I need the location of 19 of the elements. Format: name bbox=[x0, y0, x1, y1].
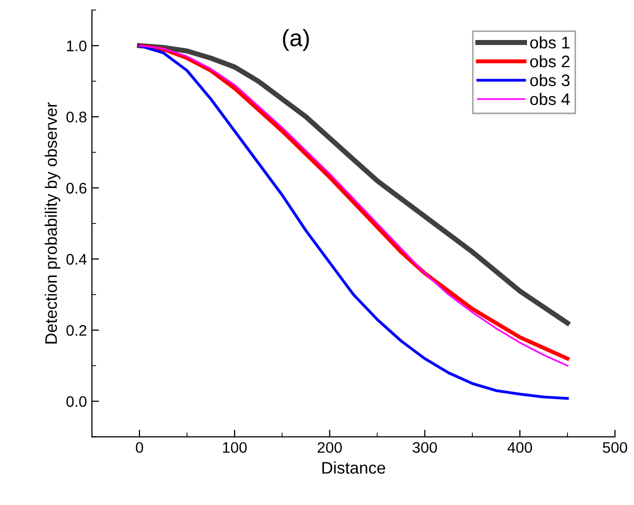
x-tick-label: 100 bbox=[223, 442, 247, 453]
y-tick-label: 0.8 bbox=[66, 112, 86, 122]
x-tick-label: 500 bbox=[602, 442, 628, 453]
y-tick-label: 0.4 bbox=[66, 254, 87, 265]
x-axis-title: Distance bbox=[322, 461, 386, 474]
y-tick-label: 1.0 bbox=[67, 40, 86, 52]
y-tick-label: 0.0 bbox=[66, 396, 86, 407]
x-tick-label: 300 bbox=[412, 442, 437, 453]
legend-label: obs 4 bbox=[530, 92, 570, 106]
annotation: (a) bbox=[282, 28, 309, 51]
legend-label: obs 3 bbox=[530, 74, 570, 86]
y-tick-label: 0.2 bbox=[66, 325, 86, 336]
x-tick-label: 200 bbox=[318, 442, 342, 453]
y-tick-label: 0.6 bbox=[66, 182, 86, 194]
legend-label: obs 2 bbox=[530, 55, 570, 68]
x-tick-label: 400 bbox=[507, 442, 532, 453]
x-tick-label: 0 bbox=[136, 442, 144, 453]
legend-label: obs 1 bbox=[530, 36, 570, 48]
y-axis-title: Detection probability by observer bbox=[44, 102, 60, 344]
